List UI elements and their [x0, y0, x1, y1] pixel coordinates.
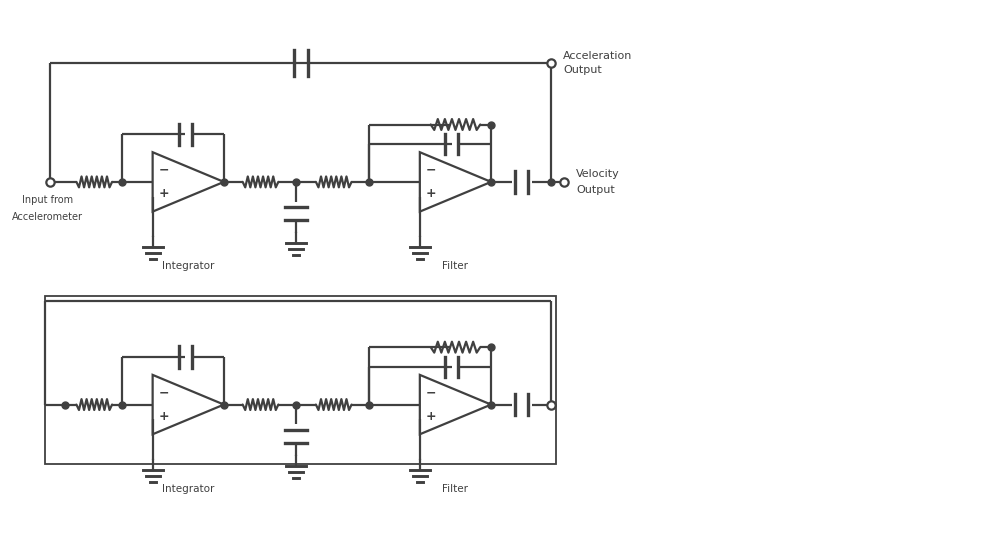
- Text: +: +: [158, 187, 169, 200]
- Text: Integrator: Integrator: [162, 261, 214, 271]
- Text: −: −: [425, 163, 436, 176]
- Text: Filter: Filter: [442, 484, 468, 494]
- Text: Output: Output: [576, 185, 615, 195]
- Text: Input from: Input from: [22, 195, 73, 205]
- Text: +: +: [425, 187, 436, 200]
- Text: Output: Output: [563, 65, 602, 75]
- Text: −: −: [158, 163, 169, 176]
- Text: −: −: [158, 386, 169, 399]
- Text: Accelerometer: Accelerometer: [12, 212, 83, 221]
- Text: Integrator: Integrator: [162, 484, 214, 494]
- Text: Filter: Filter: [442, 261, 468, 271]
- Text: −: −: [425, 386, 436, 399]
- Bar: [45, 296, 556, 464]
- Text: +: +: [158, 410, 169, 423]
- Text: +: +: [425, 410, 436, 423]
- Text: Acceleration: Acceleration: [563, 51, 633, 61]
- Text: Velocity: Velocity: [576, 169, 620, 179]
